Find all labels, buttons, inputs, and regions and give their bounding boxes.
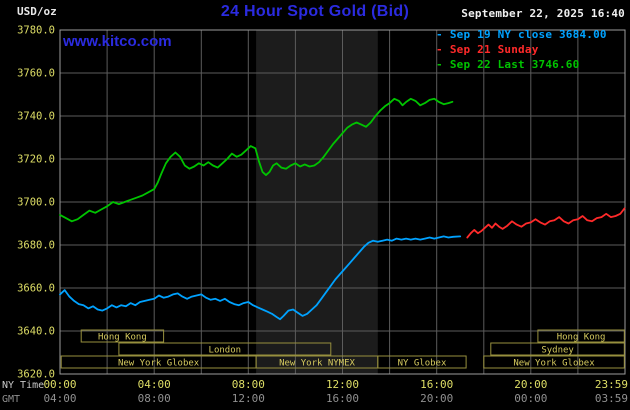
legend-label: Sep 19 NY close 3684.00 — [449, 28, 607, 41]
x-tick-ny-time: 08:00 — [232, 378, 265, 391]
x-tick-gmt: 20:00 — [420, 392, 453, 405]
session-label-hong-kong: Hong Kong — [557, 333, 606, 343]
y-axis-tick-label: 3740.0 — [17, 111, 55, 123]
legend-label: Sep 22 Last 3746.60 — [449, 58, 580, 71]
session-label-ny-globex: NY Globex — [398, 359, 447, 369]
legend-item-sep19: - Sep 19 NY close 3684.00 — [436, 27, 607, 42]
legend-item-sep22: - Sep 22 Last 3746.60 — [436, 57, 607, 72]
y-axis-tick-label: 3760.0 — [17, 68, 55, 80]
session-label-sydney: Sydney — [541, 346, 574, 356]
legend-label: Sep 21 Sunday — [449, 43, 539, 56]
x-tick-ny-time: 20:00 — [514, 378, 547, 391]
x-tick-gmt: 12:00 — [232, 392, 265, 405]
x-tick-gmt: 04:00 — [43, 392, 76, 405]
y-axis-tick-label: 3660.0 — [17, 283, 55, 295]
session-box-ny-globex — [377, 355, 467, 369]
session-box-sydney — [490, 342, 625, 356]
session-label-london: London — [209, 346, 242, 356]
x-tick-gmt: 16:00 — [326, 392, 359, 405]
y-axis-tick-label: 3780.0 — [17, 25, 55, 37]
x-tick-ny-time: 23:59 — [595, 378, 628, 391]
session-label-hong-kong: Hong Kong — [98, 333, 147, 343]
session-box-london — [118, 342, 332, 356]
chart-title: 24 Hour Spot Gold (Bid) — [220, 3, 410, 20]
session-box-new-york-globex — [483, 355, 625, 369]
kitco-watermark-link[interactable]: www.kitco.com — [63, 33, 172, 50]
y-axis-tick-label: 3720.0 — [17, 154, 55, 166]
chart-legend: - Sep 19 NY close 3684.00- Sep 21 Sunday - S… — [436, 27, 607, 72]
session-label-new-york-globex: New York Globex — [513, 359, 595, 369]
y-axis-tick-label: 3620.0 — [17, 369, 55, 381]
y-axis-tick-label: 3680.0 — [17, 240, 55, 252]
session-box-hong-kong — [80, 329, 165, 343]
legend-item-sep21: - Sep 21 Sunday — [436, 42, 607, 57]
x-tick-ny-time: 00:00 — [43, 378, 76, 391]
session-box-hong-kong — [537, 329, 625, 343]
x-tick-ny-time: 04:00 — [138, 378, 171, 391]
legend-dash-marker: - — [436, 43, 443, 56]
price-units-label: USD/oz — [17, 5, 57, 18]
x-tick-ny-time: 12:00 — [326, 378, 359, 391]
gmt-axis-label: GMT — [2, 394, 20, 405]
price-line-sep19 — [59, 235, 462, 321]
legend-dash-marker: - — [436, 58, 443, 71]
x-tick-ny-time: 16:00 — [420, 378, 453, 391]
legend-dash-marker: - — [436, 28, 443, 41]
x-tick-gmt: 00:00 — [514, 392, 547, 405]
session-label-new-york-globex: New York Globex — [118, 359, 200, 369]
y-axis-tick-label: 3640.0 — [17, 326, 55, 338]
ny-time-axis-label: NY Time — [2, 380, 44, 391]
price-line-sep22 — [59, 97, 454, 223]
price-line-sep21 — [466, 207, 626, 239]
session-label-new-york-nymex: New York NYMEX — [279, 359, 355, 369]
x-tick-gmt: 08:00 — [138, 392, 171, 405]
x-tick-gmt: 03:59 — [595, 392, 628, 405]
y-axis-tick-label: 3700.0 — [17, 197, 55, 209]
plot-frame — [59, 29, 626, 375]
chart-datetime: September 22, 2025 16:40 — [461, 7, 625, 20]
